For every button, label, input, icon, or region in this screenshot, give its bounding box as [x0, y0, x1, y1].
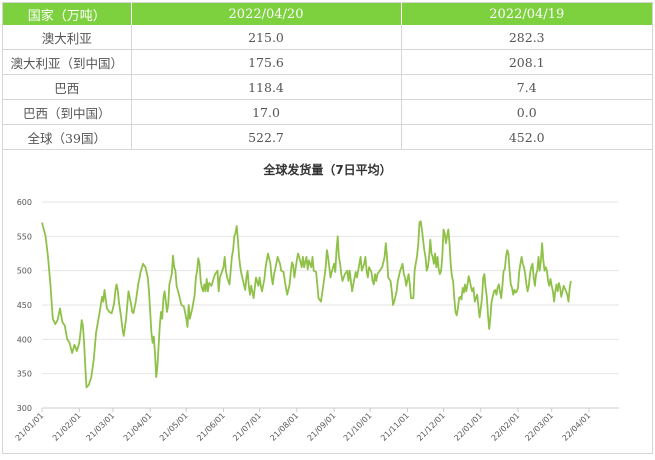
- country-cell: 澳大利亚（到中国）: [3, 49, 132, 75]
- shipment-table: 国家（万吨） 2022/04/20 2022/04/19 澳大利亚 215.0 …: [3, 3, 652, 150]
- shipment-panel: 国家（万吨） 2022/04/20 2022/04/19 澳大利亚 215.0 …: [2, 2, 653, 454]
- x-tick-label: 21/12/01: [415, 411, 447, 443]
- value-cell: 118.4: [131, 74, 402, 100]
- value-cell: 17.0: [131, 99, 402, 125]
- x-tick-label: 21/02/01: [51, 411, 83, 443]
- x-tick-label: 21/01/01: [14, 411, 46, 443]
- x-tick-label: 22/01/01: [452, 411, 484, 443]
- x-tick-label: 21/03/01: [85, 411, 117, 443]
- header-date-2: 2022/04/19: [401, 3, 652, 25]
- x-tick-label: 21/08/01: [268, 411, 300, 443]
- table-row: 巴西（到中国） 17.0 0.0: [3, 99, 652, 125]
- x-tick-label: 21/07/01: [231, 411, 263, 443]
- header-country: 国家（万吨）: [3, 3, 132, 25]
- x-tick-label: 21/05/01: [158, 411, 190, 443]
- table-row: 巴西 118.4 7.4: [3, 74, 652, 100]
- country-cell: 全球（39国）: [3, 124, 132, 150]
- y-tick-label: 350: [17, 370, 32, 379]
- y-tick-label: 500: [17, 267, 32, 276]
- x-tick-label: 22/04/01: [561, 411, 593, 443]
- country-cell: 巴西: [3, 74, 132, 100]
- table-row: 澳大利亚（到中国） 175.6 208.1: [3, 49, 652, 75]
- x-tick-label: 21/10/01: [342, 411, 374, 443]
- y-tick-label: 600: [17, 198, 32, 207]
- country-cell: 澳大利亚: [3, 25, 132, 50]
- table-row: 澳大利亚 215.0 282.3: [3, 25, 652, 50]
- series-line: [41, 220, 572, 389]
- value-cell: 215.0: [131, 25, 402, 50]
- value-cell: 282.3: [401, 25, 652, 50]
- x-tick-label: 21/06/01: [195, 411, 227, 443]
- value-cell: 175.6: [131, 49, 402, 75]
- x-tick-label: 22/03/01: [523, 411, 555, 443]
- x-tick-label: 21/04/01: [122, 411, 154, 443]
- header-date-1: 2022/04/20: [131, 3, 402, 25]
- x-tick-label: 21/09/01: [306, 411, 338, 443]
- country-cell: 巴西（到中国）: [3, 99, 132, 125]
- chart-title: 全球发货量（7日平均）: [263, 163, 392, 177]
- x-tick-label: 21/11/01: [379, 411, 411, 443]
- y-tick-label: 400: [17, 335, 32, 344]
- value-cell: 7.4: [401, 74, 652, 100]
- value-cell: 208.1: [401, 49, 652, 75]
- value-cell: 452.0: [401, 124, 652, 150]
- table-row: 全球（39国） 522.7 452.0: [3, 124, 652, 150]
- y-tick-label: 300: [17, 404, 32, 413]
- value-cell: 522.7: [131, 124, 402, 150]
- y-tick-label: 450: [17, 301, 32, 310]
- table-header-row: 国家（万吨） 2022/04/20 2022/04/19: [3, 3, 652, 25]
- y-tick-label: 550: [17, 232, 32, 241]
- value-cell: 0.0: [401, 99, 652, 125]
- shipment-chart: 全球发货量（7日平均） 300 350 400 450 500 550 600 21/01/0…: [3, 151, 652, 453]
- x-tick-label: 22/02/01: [490, 411, 522, 443]
